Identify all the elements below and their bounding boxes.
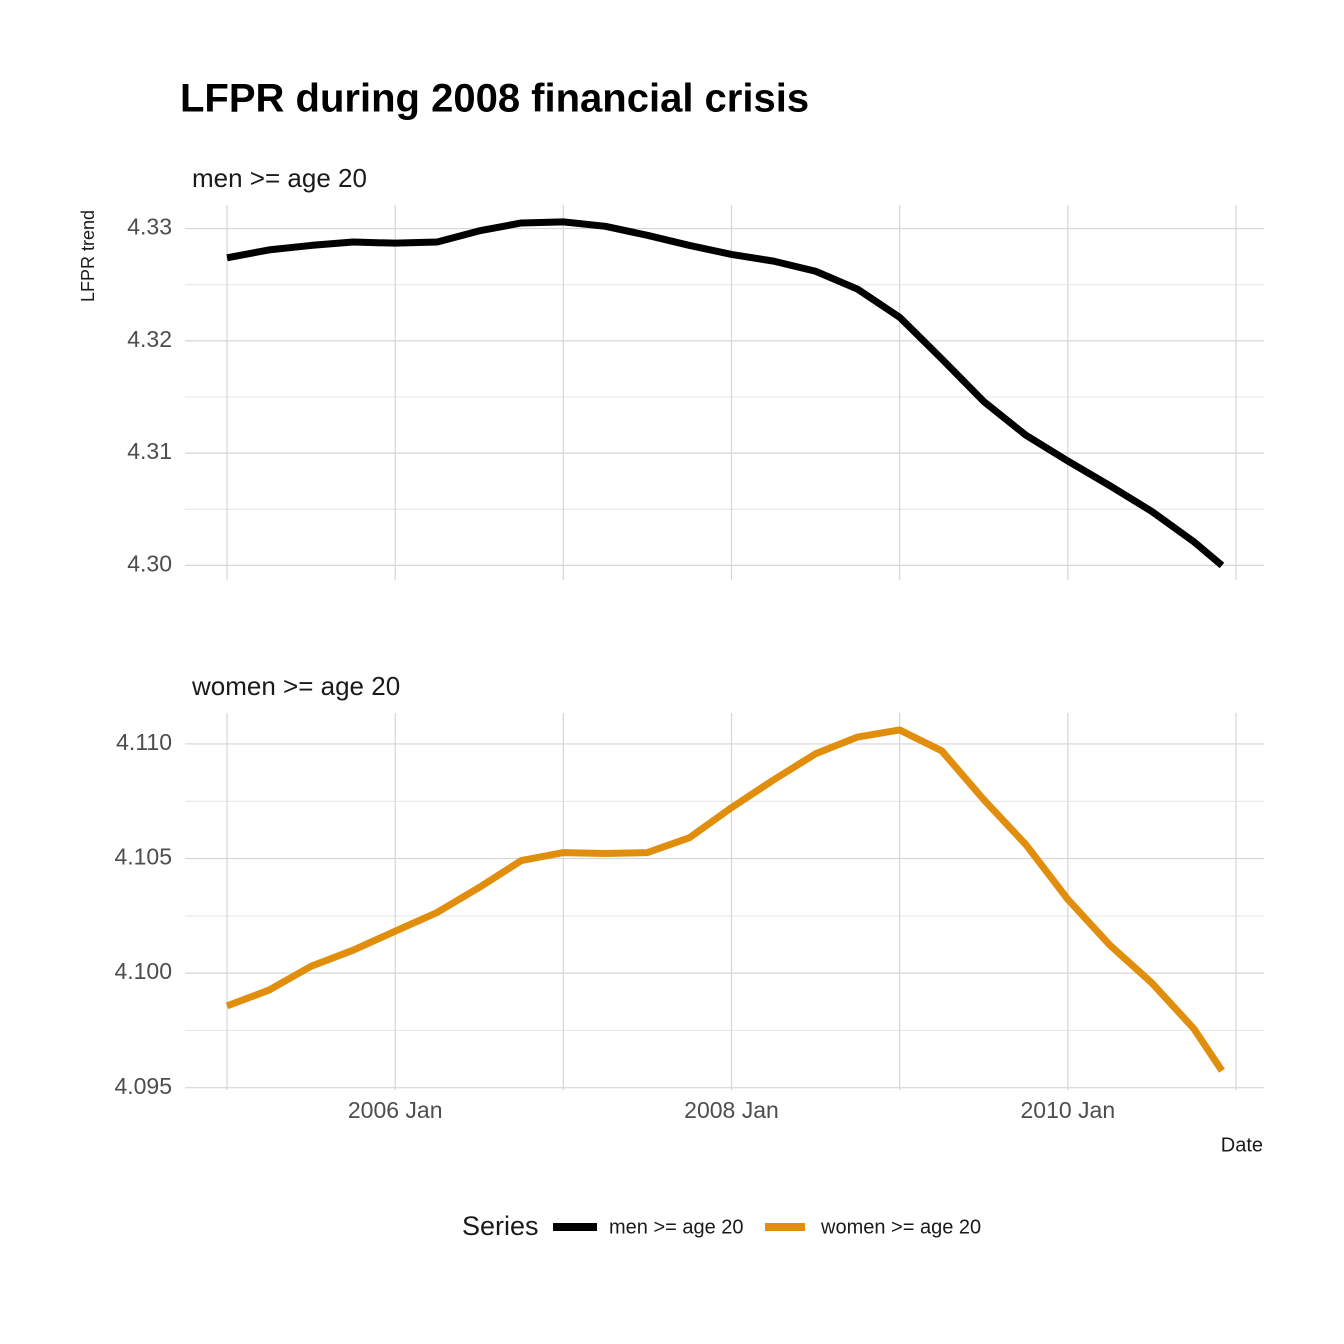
panel-title: men >= age 20	[192, 163, 367, 193]
y-tick-label: 4.105	[114, 844, 172, 870]
y-tick-label: 4.32	[127, 326, 172, 352]
series-line	[225, 726, 1225, 1073]
series-line	[226, 218, 1225, 569]
legend-title: Series	[462, 1211, 539, 1241]
y-axis-label: LFPR trend	[78, 210, 98, 302]
x-axis-label: Date	[1221, 1134, 1263, 1156]
x-tick-label: 2010 Jan	[1020, 1097, 1115, 1123]
y-tick-label: 4.095	[114, 1073, 172, 1099]
chart-title: LFPR during 2008 financial crisis	[180, 77, 809, 121]
y-tick-label: 4.110	[116, 729, 172, 755]
panel-title: women >= age 20	[191, 671, 400, 701]
legend-label: men >= age 20	[609, 1216, 744, 1238]
x-tick-label: 2008 Jan	[684, 1097, 779, 1123]
x-tick-label: 2006 Jan	[348, 1097, 443, 1123]
y-tick-label: 4.33	[127, 214, 172, 240]
legend-label: women >= age 20	[820, 1216, 981, 1238]
y-tick-label: 4.31	[127, 438, 172, 464]
y-tick-label: 4.30	[127, 550, 172, 576]
y-tick-label: 4.100	[114, 958, 172, 984]
